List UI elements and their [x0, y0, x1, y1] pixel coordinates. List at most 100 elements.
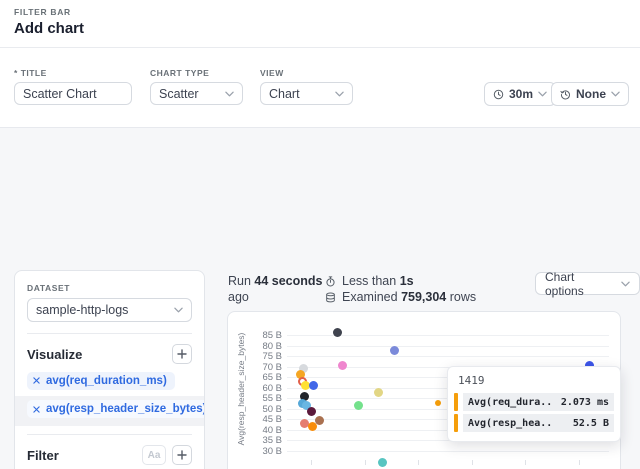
scatter-point[interactable]	[354, 400, 364, 410]
chevron-down-icon	[335, 91, 344, 97]
scatter-point[interactable]	[315, 415, 325, 425]
y-tick-label: 50 B	[262, 403, 282, 415]
scatter-point[interactable]	[378, 457, 388, 467]
chip-label: avg(req_duration_ms)	[46, 374, 167, 387]
duration-value: 1s	[399, 274, 414, 288]
x-tick-mark	[471, 460, 473, 465]
chevron-down-icon	[538, 91, 547, 97]
y-tick-label: 35 B	[262, 435, 282, 446]
divider	[27, 333, 192, 334]
chip-label: avg(resp_header_size_bytes)	[46, 403, 205, 415]
divider	[27, 434, 192, 435]
view-value: Chart	[269, 86, 300, 101]
y-tick-label: 45 B	[262, 414, 282, 425]
chevron-down-icon	[225, 91, 234, 97]
series-color-bar	[454, 393, 458, 411]
tooltip-row: Avg(resp_hea.. 52.5 B	[454, 414, 614, 432]
chart-options-button[interactable]: Chart options	[535, 269, 640, 298]
required-asterisk: *	[14, 68, 18, 78]
chart-tooltip: 1419 Avg(req_dura.. 2.073 ms Avg(resp_hea…	[447, 366, 621, 442]
time-range-button[interactable]: 30m	[484, 82, 557, 106]
scatter-point[interactable]	[299, 392, 309, 402]
scatter-point[interactable]	[308, 421, 318, 431]
scatter-point[interactable]	[585, 360, 595, 370]
gridline	[287, 356, 609, 357]
y-tick-label: 65 B	[262, 372, 282, 383]
chevron-down-icon	[621, 281, 630, 287]
tooltip-label: Avg(resp_hea..	[468, 417, 553, 429]
plus-icon	[177, 349, 187, 359]
view-select[interactable]: Chart	[260, 82, 353, 105]
scatter-point[interactable]	[300, 380, 310, 390]
chart-type-value: Scatter	[159, 86, 199, 101]
scatter-point[interactable]	[333, 328, 343, 338]
chevron-down-icon	[611, 91, 620, 97]
filter-bar-eyebrow: FILTER BAR	[14, 7, 71, 17]
dataset-label: DATASET	[27, 283, 71, 293]
y-tick-label: 40 B	[262, 424, 282, 436]
run-time: 44 seconds	[254, 274, 323, 288]
add-visualization-button[interactable]	[172, 344, 192, 364]
compare-button[interactable]: None	[551, 82, 629, 106]
y-tick-label: 85 B	[262, 330, 282, 341]
x-tick-mark	[311, 460, 312, 465]
x-tick-mark	[525, 460, 527, 465]
examined-rows-value: 759,304	[401, 290, 447, 304]
filter-bar-header: FILTER BAR Add chart * TITLE Scatter Cha…	[0, 0, 640, 128]
y-tick-label: 80 B	[262, 340, 282, 352]
tooltip-value: 52.5 B	[572, 417, 609, 429]
y-tick-label: 55 B	[262, 393, 282, 404]
visualize-chip[interactable]: avg(req_duration_ms)	[27, 371, 175, 390]
y-tick-label: 75 B	[262, 351, 282, 362]
time-range-value: 30m	[509, 87, 534, 101]
database-icon	[325, 292, 336, 303]
dataset-select[interactable]: sample-http-logs	[27, 298, 192, 322]
run-status: Run 44 seconds ago	[228, 274, 323, 304]
chart-type-select[interactable]: Scatter	[150, 82, 243, 105]
gridline	[287, 450, 609, 452]
y-tick-label: 70 B	[262, 361, 282, 373]
tooltip-row: Avg(req_dura.. 2.073 ms	[454, 393, 614, 411]
remove-icon[interactable]	[33, 406, 40, 413]
divider	[0, 47, 640, 48]
chart-type-label: CHART TYPE	[150, 68, 210, 78]
scatter-point[interactable]	[434, 400, 441, 407]
stopwatch-icon	[325, 276, 336, 287]
scatter-plot: Avg(resp_header_size_bytes) Avg(req_dura…	[227, 311, 621, 469]
y-tick-label: 30 B	[262, 445, 282, 457]
gridline	[287, 345, 609, 347]
page-title: Add chart	[14, 20, 85, 37]
clock-icon	[493, 89, 504, 100]
remove-icon[interactable]	[33, 377, 40, 384]
scatter-point[interactable]	[299, 418, 309, 428]
scatter-point[interactable]	[299, 364, 309, 374]
tooltip-label: Avg(req_dura..	[468, 396, 553, 408]
query-stats: Less than 1s Examined 759,304 rows	[325, 273, 476, 305]
compare-value: None	[576, 87, 606, 101]
history-clock-icon	[560, 89, 571, 100]
scatter-point[interactable]	[296, 370, 306, 380]
query-builder-sidebar: DATASET sample-http-logs Visualize avg(r…	[14, 270, 205, 469]
title-input[interactable]: Scatter Chart	[14, 82, 132, 105]
tooltip-group-value: 1419	[458, 374, 485, 387]
scatter-point[interactable]	[389, 346, 399, 356]
visualize-title: Visualize	[27, 346, 83, 362]
main-area: DATASET sample-http-logs Visualize avg(r…	[0, 128, 640, 469]
scatter-point[interactable]	[337, 360, 347, 370]
scatter-point[interactable]	[309, 380, 319, 390]
title-label: * TITLE	[14, 68, 47, 78]
scatter-point[interactable]	[374, 388, 384, 398]
tooltip-value: 2.073 ms	[560, 396, 609, 408]
filter-text-button[interactable]: Aa	[142, 445, 166, 465]
chart-options-label: Chart options	[545, 269, 584, 298]
scatter-point[interactable]	[301, 401, 311, 411]
chevron-down-icon	[174, 307, 183, 313]
x-tick-mark	[364, 460, 366, 465]
dataset-value: sample-http-logs	[36, 303, 129, 317]
title-input-value: Scatter Chart	[23, 86, 97, 101]
visualize-chip[interactable]: avg(resp_header_size_bytes)	[27, 400, 205, 418]
scatter-point[interactable]	[306, 407, 316, 417]
x-tick-mark	[579, 460, 580, 465]
add-filter-button[interactable]	[172, 445, 192, 465]
x-tick-mark	[418, 460, 420, 465]
